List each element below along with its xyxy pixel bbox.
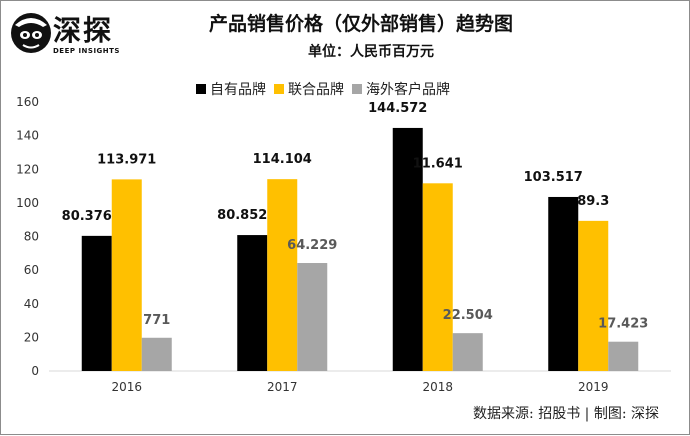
bar bbox=[548, 196, 579, 371]
data-label: 22.504 bbox=[443, 308, 493, 323]
data-label: 11.641 bbox=[413, 156, 463, 171]
brand-logo: 深探 DEEP INSIGHTS bbox=[9, 7, 129, 69]
chart-legend: 自有品牌 联合品牌 海外客户品牌 bbox=[196, 79, 458, 99]
y-tick-label: 140 bbox=[16, 129, 39, 143]
bar bbox=[608, 341, 639, 371]
legend-swatch-overseas-brand bbox=[352, 84, 362, 94]
bar bbox=[392, 127, 423, 371]
legend-item-own-brand: 自有品牌 bbox=[196, 79, 266, 99]
bar bbox=[237, 235, 268, 371]
data-label: 103.517 bbox=[524, 170, 583, 185]
bar bbox=[578, 220, 609, 371]
bar bbox=[422, 183, 453, 371]
y-tick-label: 60 bbox=[24, 263, 39, 277]
source-note: 数据来源: 招股书 | 制图: 深探 bbox=[473, 406, 659, 422]
data-label: 89.3 bbox=[577, 194, 609, 209]
x-tick-label: 2018 bbox=[422, 380, 453, 394]
brand-tagline: DEEP INSIGHTS bbox=[53, 47, 120, 55]
bar bbox=[141, 337, 172, 371]
y-tick-label: 160 bbox=[16, 95, 39, 109]
legend-label-overseas-brand: 海外客户品牌 bbox=[366, 82, 450, 98]
bar bbox=[267, 179, 298, 371]
data-label: 144.572 bbox=[368, 101, 427, 116]
bar bbox=[452, 333, 483, 371]
data-label: 113.971 bbox=[97, 152, 156, 167]
chart-subtitle: 单位：人民币百万元 bbox=[308, 44, 434, 60]
chart-title: 产品销售价格（仅外部销售）趋势图 bbox=[208, 13, 513, 35]
legend-label-own-brand: 自有品牌 bbox=[210, 82, 266, 98]
data-label: 80.852 bbox=[217, 208, 267, 223]
data-label: 771 bbox=[143, 313, 170, 328]
legend-item-overseas-brand: 海外客户品牌 bbox=[352, 79, 450, 99]
data-label: 17.423 bbox=[598, 317, 648, 332]
x-tick-label: 2016 bbox=[111, 380, 142, 394]
y-tick-label: 0 bbox=[31, 364, 39, 378]
legend-item-joint-brand: 联合品牌 bbox=[274, 79, 344, 99]
x-tick-label: 2019 bbox=[578, 380, 609, 394]
bar bbox=[111, 179, 142, 371]
y-tick-label: 40 bbox=[24, 297, 39, 311]
bar bbox=[297, 263, 328, 371]
bar bbox=[81, 235, 112, 371]
data-label: 80.376 bbox=[62, 209, 112, 224]
legend-swatch-joint-brand bbox=[274, 84, 284, 94]
data-label: 64.229 bbox=[287, 238, 337, 253]
x-tick-label: 2017 bbox=[267, 380, 298, 394]
legend-swatch-own-brand bbox=[196, 84, 206, 94]
y-tick-label: 20 bbox=[24, 330, 39, 344]
brand-name: 深探 bbox=[53, 14, 114, 47]
legend-label-joint-brand: 联合品牌 bbox=[288, 82, 344, 98]
detective-icon bbox=[11, 13, 51, 53]
y-tick-label: 80 bbox=[24, 230, 39, 244]
y-tick-label: 120 bbox=[16, 162, 39, 176]
data-label: 114.104 bbox=[253, 152, 312, 167]
y-tick-label: 100 bbox=[16, 196, 39, 210]
